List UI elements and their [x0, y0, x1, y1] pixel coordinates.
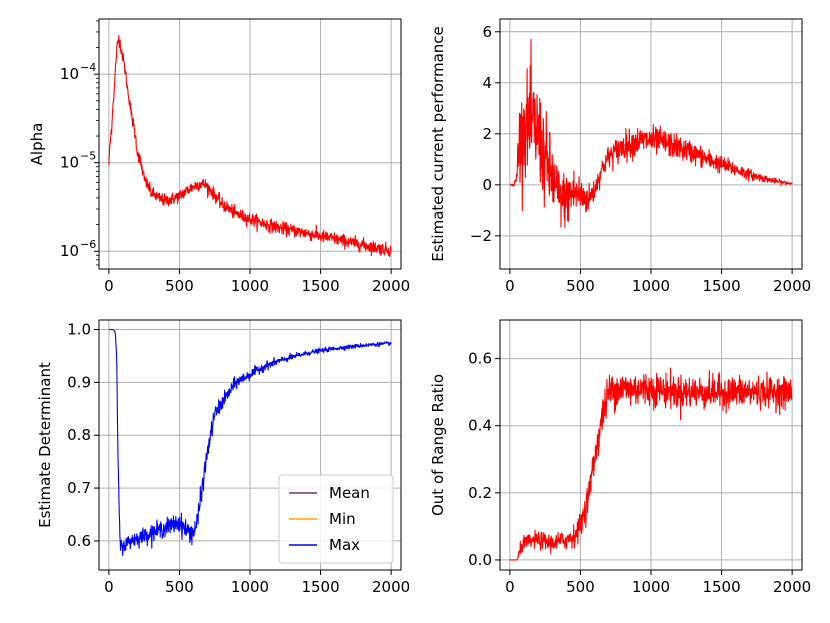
- legend-box: [278, 474, 394, 564]
- gridlines: [99, 19, 401, 269]
- x-tick-label: 2000: [372, 277, 410, 295]
- y-axis-label: Out of Range Ratio: [429, 374, 447, 516]
- y-tick-label: 10: [60, 65, 79, 83]
- x-tick-label: 1500: [301, 277, 339, 295]
- y-tick-label: 0.6: [67, 532, 91, 550]
- series-line-max: [108, 328, 392, 557]
- y-tick-label: 4: [482, 74, 492, 92]
- y-axis-label: Estimated current performance: [429, 26, 447, 262]
- x-tick-label: 1000: [231, 277, 269, 295]
- y-tick-label: 10: [60, 154, 79, 172]
- x-tick-label: 0: [505, 578, 515, 596]
- legend-label-max: Max: [329, 536, 360, 554]
- y-tick-exponent: −4: [80, 61, 96, 74]
- x-tick-label: 1500: [702, 277, 740, 295]
- gridlines: [500, 320, 802, 570]
- y-tick-label: 0.6: [468, 350, 492, 368]
- x-tick-label: 2000: [773, 277, 811, 295]
- y-tick-exponent: −5: [80, 150, 96, 163]
- y-tick-label: 0.7: [67, 479, 91, 497]
- chart-determinant: 0 500 1000 1500 2000 0.6 0.7 0.8 0.9 1.0 Estimate …: [36, 319, 410, 596]
- y-tick-label: −2: [470, 227, 492, 245]
- series-line-alpha: [108, 34, 392, 258]
- y-tick-label: 0.8: [67, 426, 91, 444]
- x-tick-label: 0: [505, 277, 515, 295]
- legend-label-mean: Mean: [329, 484, 370, 502]
- chart-out-of-range: 0 500 1000 1500 2000 0.0 0.2 0.4 0.6 Out of Range…: [429, 319, 811, 596]
- x-tick-label: 1500: [301, 578, 339, 596]
- x-tick-label: 500: [566, 277, 595, 295]
- x-tick-label: 2000: [773, 578, 811, 596]
- y-tick-label: 2: [482, 125, 492, 143]
- y-axis-label: Alpha: [28, 123, 46, 166]
- x-tick-label: 1000: [231, 578, 269, 596]
- x-tick-label: 0: [104, 277, 114, 295]
- y-tick-label: 0.0: [468, 551, 492, 569]
- y-tick-exponent: −6: [80, 238, 96, 251]
- x-tick-label: 2000: [372, 578, 410, 596]
- y-tick-label: 0.2: [468, 484, 492, 502]
- series-line-performance: [509, 38, 793, 229]
- x-tick-label: 1000: [632, 578, 670, 596]
- chart-performance: 0 500 1000 1500 2000 −2 0 2 4 6 Estimated current …: [429, 18, 811, 295]
- x-tick-label: 500: [566, 578, 595, 596]
- x-tick-label: 0: [104, 578, 114, 596]
- legend-label-min: Min: [329, 510, 356, 528]
- y-tick-label: 10: [60, 242, 79, 260]
- x-tick-label: 1000: [632, 277, 670, 295]
- y-tick-label: 1.0: [67, 321, 91, 339]
- y-tick-label: 0: [482, 176, 492, 194]
- y-tick-label: 6: [482, 23, 492, 41]
- x-tick-label: 500: [165, 578, 194, 596]
- legend: Mean Min Max: [278, 474, 394, 564]
- x-tick-label: 500: [165, 277, 194, 295]
- series-line-out-of-range-ratio: [509, 367, 793, 561]
- y-axis-label: Estimate Determinant: [36, 362, 54, 528]
- gridlines: [500, 19, 802, 269]
- y-tick-label: 0.4: [468, 417, 492, 435]
- y-tick-label: 0.9: [67, 373, 91, 391]
- x-tick-label: 1500: [702, 578, 740, 596]
